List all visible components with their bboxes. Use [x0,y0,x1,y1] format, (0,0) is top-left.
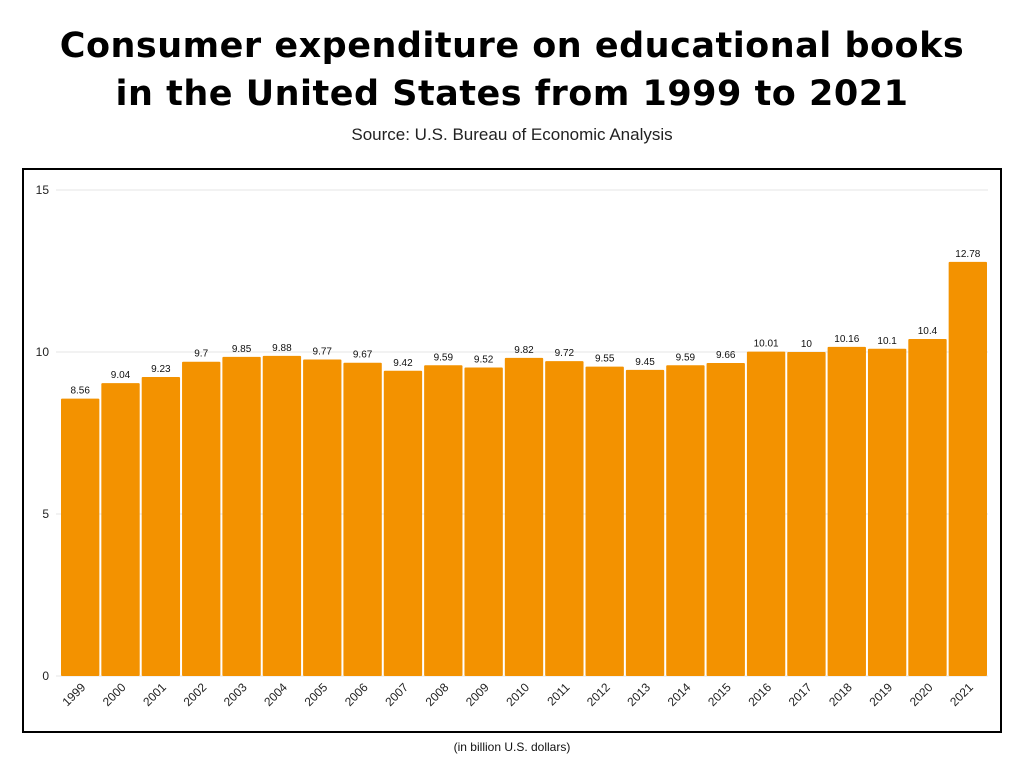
bar-1999 [61,398,100,676]
x-tick-label-2015: 2015 [705,680,734,709]
bar-2004 [262,355,302,676]
bar-2001 [141,376,181,676]
bar-value-label-2005: 9.77 [313,346,333,357]
x-tick-label-2010: 2010 [503,680,532,709]
bar-value-label-1999: 8.56 [70,386,90,397]
chart-title-line-1: Consumer expenditure on educational book… [59,26,965,66]
y-axis-tick-labels: 0 5 10 15 [36,183,50,683]
bar-value-label-2006: 9.67 [353,350,373,361]
bar-value-label-2002: 9.7 [194,349,208,360]
bar-2000 [101,383,140,676]
bar-value-label-2017: 10 [801,339,813,350]
bar-value-label-2013: 9.45 [635,357,655,368]
x-tick-label-2019: 2019 [866,680,895,709]
bar-2016 [746,351,786,676]
x-tick-label-2014: 2014 [665,680,694,709]
bar-2012 [585,366,624,676]
bar-value-label-2000: 9.04 [111,370,131,381]
bar-2020 [908,339,947,676]
bar-2009 [464,367,503,676]
bar-2008 [424,365,463,676]
bar-value-label-2018: 10.16 [834,334,859,345]
bar-value-label-2015: 9.66 [716,350,736,361]
bar-value-label-2010: 9.82 [514,345,534,356]
bar-2006 [343,362,382,676]
chart-title: Consumer expenditure on educational book… [0,22,1024,118]
x-tick-label-2013: 2013 [624,680,653,709]
x-tick-label-2012: 2012 [584,680,613,709]
x-tick-label-1999: 1999 [60,680,89,709]
bar-value-label-2016: 10.01 [754,339,779,350]
bar-value-label-2021: 12.78 [955,249,980,260]
bar-2010 [504,357,544,676]
x-tick-label-2000: 2000 [100,680,129,709]
bar-value-label-2011: 9.72 [555,348,575,359]
bar-2011 [545,361,584,676]
bar-value-label-2012: 9.55 [595,354,615,365]
bars [61,261,987,676]
x-tick-label-2001: 2001 [140,680,169,709]
bar-2002 [182,361,221,676]
x-tick-label-2017: 2017 [786,680,815,709]
bar-value-labels: 8.56 9.04 9.23 9.7 9.85 9.88 9.77 9.67 9.42 9.59 9… [70,249,980,397]
x-tick-label-2009: 2009 [463,680,492,709]
x-tick-label-2007: 2007 [382,680,411,709]
x-tick-label-2018: 2018 [826,680,855,709]
bar-2014 [666,365,705,676]
bar-2017 [787,352,826,676]
unit-footnote: (in billion U.S. dollars) [453,740,571,754]
bar-value-label-2003: 9.85 [232,344,252,355]
x-tick-label-2016: 2016 [745,680,774,709]
bar-value-label-2019: 10.1 [877,336,897,347]
bar-2013 [625,369,665,676]
bar-2015 [706,363,745,676]
y-tick-label: 0 [42,669,49,683]
x-tick-label-2004: 2004 [261,680,290,709]
bar-2003 [222,356,261,676]
bar-value-label-2008: 9.59 [434,352,454,363]
x-tick-label-2020: 2020 [907,680,936,709]
bar-value-label-2009: 9.52 [474,355,494,366]
y-tick-label: 15 [36,183,50,197]
y-tick-label: 10 [36,345,50,359]
x-tick-label-2011: 2011 [544,680,572,708]
x-tick-label-2021: 2021 [947,680,976,709]
chart-title-line-2: in the United States from 1999 to 2021 [115,74,909,114]
bar-2019 [867,348,907,676]
chart-subtitle: Source: U.S. Bureau of Economic Analysis [351,125,673,144]
bar-2005 [303,359,342,676]
x-tick-label-2003: 2003 [221,680,250,709]
bar-value-label-2004: 9.88 [272,343,292,354]
bar-value-label-2007: 9.42 [393,358,413,369]
bar-value-label-2014: 9.59 [676,352,696,363]
bar-value-label-2001: 9.23 [151,364,171,375]
x-tick-label-2002: 2002 [181,680,210,709]
bar-2018 [827,346,866,676]
x-tick-label-2008: 2008 [423,680,452,709]
x-tick-label-2005: 2005 [302,680,331,709]
bar-2021 [948,261,987,676]
bar-2007 [383,370,423,676]
x-tick-label-2006: 2006 [342,680,371,709]
bar-value-label-2020: 10.4 [918,326,938,337]
y-tick-label: 5 [42,507,49,521]
x-axis-tick-labels: 1999 2000 2001 2002 2003 2004 2005 2006 2007 2008… [60,680,977,709]
